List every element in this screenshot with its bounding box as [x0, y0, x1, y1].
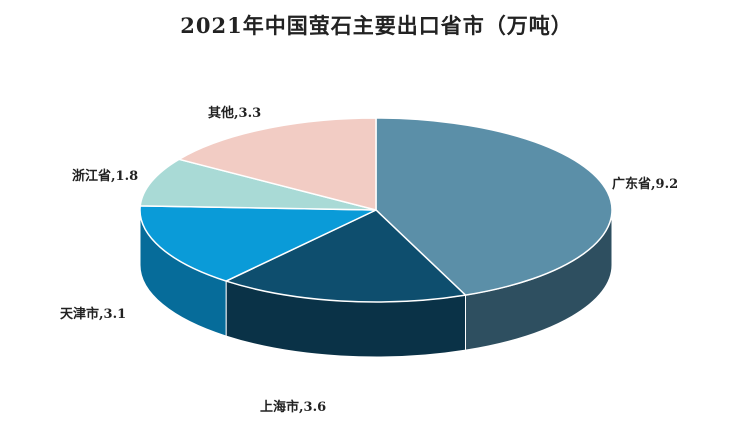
- pie-slice-3: [139, 158, 377, 211]
- pie-sides: [139, 209, 613, 358]
- pie-labels: 广东省,9.2 上海市,3.6 天津市,3.1 浙江省,1.8 其他,3.3: [60, 105, 678, 415]
- slice-label-0: 广东省,9.2: [612, 176, 678, 192]
- pie-slice-1: [225, 209, 467, 303]
- pie-slice-2: [139, 205, 377, 282]
- pie-slice-4: [178, 117, 377, 211]
- slice-label-3: 浙江省,1.8: [72, 168, 138, 184]
- chart-title: 2021年中国萤石主要出口省市（万吨）: [180, 13, 573, 38]
- slice-label-4: 其他,3.3: [208, 105, 261, 121]
- pie-slices: [139, 117, 613, 303]
- slice-label-2: 天津市,3.1: [60, 306, 126, 322]
- slice-label-1: 上海市,3.6: [260, 399, 326, 415]
- pie-slice-0: [375, 117, 613, 296]
